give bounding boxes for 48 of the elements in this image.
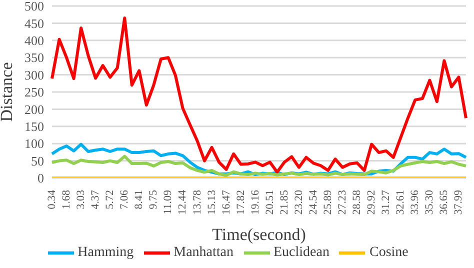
x-tick-label: 27.23	[336, 190, 349, 215]
y-tick-label: 50	[31, 153, 44, 168]
x-tick-label: 8.41	[133, 190, 146, 210]
x-tick-label: 19.16	[249, 190, 262, 215]
legend-label: Cosine	[369, 245, 408, 260]
y-tick-label: 500	[24, 0, 44, 14]
y-axis-title: Distance	[0, 62, 16, 122]
x-tick-label: 36.65	[438, 190, 450, 215]
x-tick-label: 0.34	[46, 190, 58, 210]
y-tick-label: 450	[24, 16, 44, 31]
y-tick-label: 350	[24, 50, 44, 66]
y-tick-label: 150	[24, 119, 44, 134]
x-tick-label: 32.61	[394, 190, 407, 215]
x-tick-label: 1.68	[60, 190, 73, 210]
x-tick-label: 3.03	[75, 190, 88, 210]
x-tick-label: 25.89	[322, 190, 334, 215]
x-tick-label: 29.92	[366, 190, 378, 215]
x-tick-label: 28.58	[351, 190, 364, 215]
legend-label: Manhattan	[174, 245, 234, 260]
x-tick-label: 23.20	[292, 190, 305, 215]
x-tick-label: 11.09	[162, 190, 174, 214]
x-tick-label: 33.96	[409, 190, 422, 215]
x-tick-label: 5.72	[104, 190, 116, 210]
legend-label: Hamming	[78, 245, 134, 260]
x-tick-label: 9.75	[148, 190, 160, 210]
y-tick-label: 200	[24, 102, 44, 117]
x-tick-label: 37.99	[452, 190, 465, 215]
line-series	[50, 154, 468, 177]
x-tick-label: 35.30	[424, 190, 436, 215]
x-tick-label: 15.13	[206, 190, 218, 215]
x-tick-label: 13.78	[191, 190, 204, 215]
y-tick-label: 100	[24, 136, 44, 152]
x-tick-label: 17.82	[234, 190, 247, 215]
y-tick-label: 0	[38, 170, 44, 186]
y-tick-label: 400	[24, 33, 44, 48]
legend-label: Euclidean	[274, 245, 330, 260]
x-tick-label: 12.44	[176, 190, 189, 215]
y-tick-label: 250	[24, 84, 44, 100]
x-tick-label: 16.47	[220, 190, 232, 215]
x-tick-label: 24.54	[307, 190, 320, 215]
x-tick-label: 4.37	[90, 190, 102, 210]
x-tick-label: 31.27	[380, 190, 392, 215]
x-tick-label: 7.06	[118, 190, 131, 210]
x-tick-label: 21.85	[278, 190, 290, 215]
x-tick-label: 20.51	[264, 190, 276, 215]
line-series	[50, 16, 468, 174]
y-tick-label: 300	[24, 67, 44, 82]
x-axis-title: Time(second)	[212, 225, 306, 244]
